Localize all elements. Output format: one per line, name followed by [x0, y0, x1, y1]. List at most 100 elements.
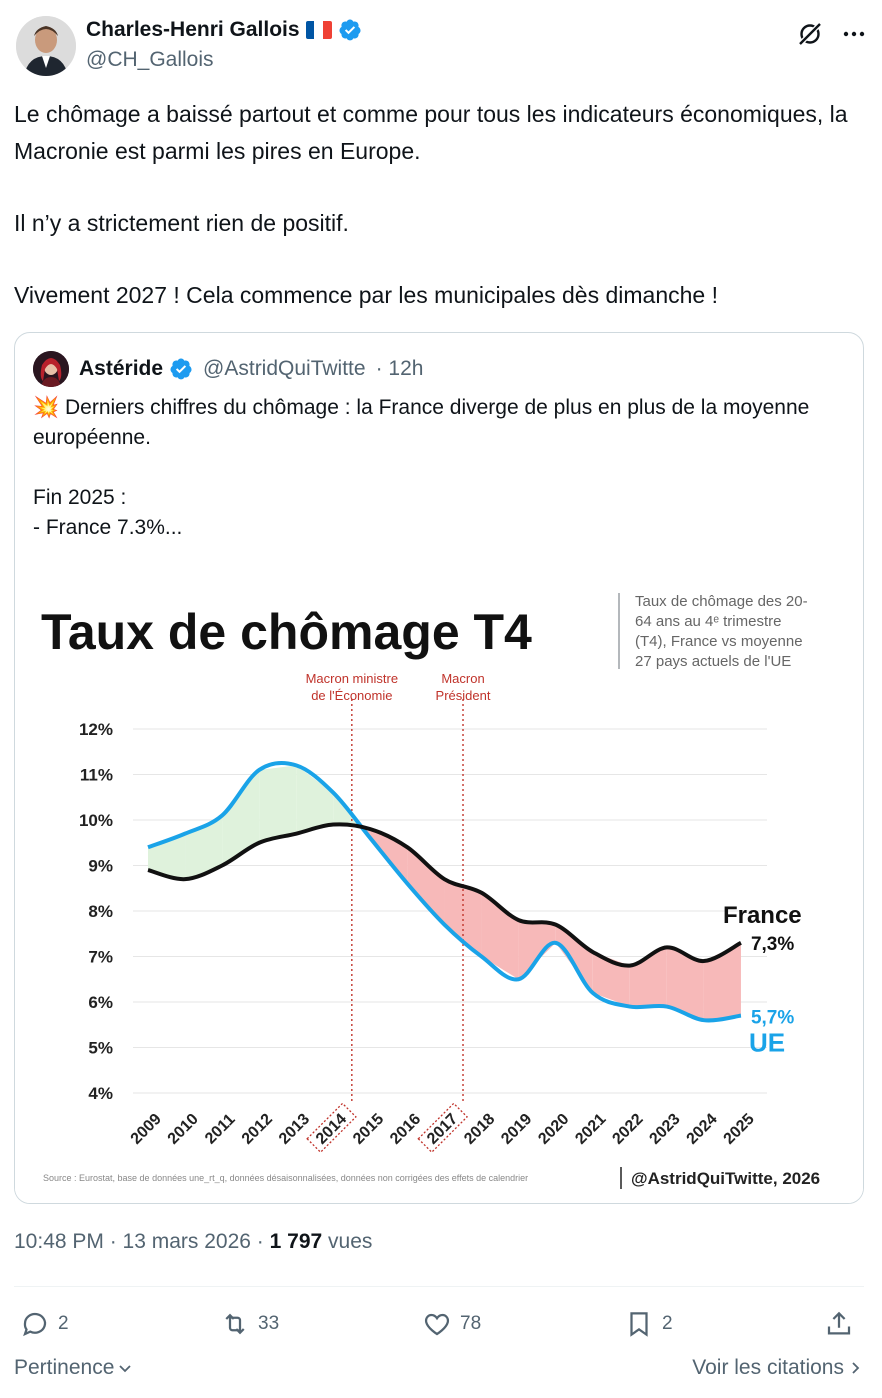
- reply-button[interactable]: 2: [20, 1304, 69, 1344]
- chart-title: Taux de chômage T4: [41, 604, 532, 660]
- x-tick: 2013: [276, 1111, 313, 1148]
- x-tick: 2020: [535, 1111, 572, 1148]
- quote-author-handle[interactable]: @AstridQuiTwitte: [203, 357, 366, 380]
- x-tick-highlight: [417, 1102, 469, 1154]
- gap-fill: [555, 924, 593, 993]
- divider: [14, 1286, 864, 1287]
- x-tick-label: 2025: [721, 1111, 758, 1148]
- repost-icon: [225, 1313, 245, 1335]
- bookmark-count: 2: [662, 1313, 673, 1334]
- gap-fill: [407, 847, 445, 925]
- annotation-label: de l'Économie: [311, 688, 392, 703]
- chart-subtitle-line: 27 pays actuels de l'UE: [635, 653, 791, 670]
- views-count: 1 797: [269, 1230, 323, 1253]
- repost-button[interactable]: 33: [220, 1304, 279, 1344]
- quote-text-line: 💥 Derniers chiffres du chômage : la Fran…: [33, 396, 810, 449]
- x-tick: 2025: [721, 1111, 758, 1148]
- series-end-value-ue: 5,7%: [751, 1008, 794, 1029]
- unemployment-chart[interactable]: Taux de chômage T4 Taux de chômage des 20…: [15, 571, 863, 1203]
- chart-source: Source : Eurostat, base de données une_r…: [43, 1173, 528, 1183]
- replies-footer: Pertinence Voir les citations: [14, 1356, 864, 1386]
- quote-author-name[interactable]: Astéride: [79, 357, 164, 380]
- x-tick: 2009: [128, 1111, 165, 1148]
- quote-author-avatar[interactable]: [33, 351, 69, 387]
- x-tick-label: 2012: [239, 1111, 276, 1148]
- author-avatar[interactable]: [16, 16, 76, 76]
- x-tick-label: 2010: [165, 1111, 202, 1148]
- reply-icon: [23, 1312, 47, 1337]
- sort-dropdown[interactable]: Pertinence: [14, 1356, 134, 1380]
- repost-count: 33: [258, 1313, 280, 1334]
- gap-fill: [296, 765, 334, 834]
- quote-text-line: - France 7.3%...: [33, 516, 183, 539]
- x-tick-label: 2014: [313, 1111, 350, 1148]
- y-tick-label: 9%: [88, 857, 113, 876]
- quote-timestamp[interactable]: · 12h: [375, 357, 424, 380]
- verified-badge-icon: [170, 358, 192, 380]
- x-tick: 2021: [572, 1111, 609, 1148]
- heart-icon: [424, 1313, 450, 1336]
- views-label: vues: [322, 1230, 373, 1253]
- series-end-value-france: 7,3%: [751, 934, 794, 955]
- x-tick: 2014: [306, 1102, 357, 1154]
- x-tick: 2016: [387, 1111, 424, 1148]
- sort-label: Pertinence: [14, 1356, 115, 1379]
- annotation-label: Président: [436, 688, 491, 703]
- view-quotes-link[interactable]: Voir les citations: [692, 1356, 864, 1380]
- tweet-text: Le chômage a baissé partout et comme pou…: [14, 96, 864, 314]
- series-name-france: France: [723, 902, 802, 929]
- chart-subtitle-line: Taux de chômage des 20-: [635, 593, 808, 610]
- share-button[interactable]: [824, 1304, 854, 1344]
- x-tick: 2019: [498, 1111, 535, 1148]
- series-name-ue: UE: [749, 1028, 785, 1058]
- reply-count: 2: [58, 1313, 69, 1334]
- x-tick: 2022: [609, 1111, 646, 1148]
- x-tick-highlight: [306, 1102, 357, 1154]
- share-icon: [827, 1311, 851, 1335]
- more-icon[interactable]: [840, 20, 868, 48]
- y-tick-label: 8%: [88, 902, 113, 921]
- quoted-tweet[interactable]: Astéride @AstridQuiTwitte · 12h 💥 Dernie…: [14, 332, 864, 1204]
- quote-text-line: Fin 2025 :: [33, 486, 127, 509]
- action-bar: 2 33 78 2: [14, 1304, 864, 1344]
- like-count: 78: [460, 1313, 482, 1334]
- y-tick-label: 6%: [88, 993, 113, 1012]
- x-tick-label: 2023: [646, 1111, 683, 1148]
- view-quotes-label: Voir les citations: [692, 1356, 844, 1379]
- author-handle[interactable]: @CH_Gallois: [86, 48, 214, 71]
- bookmark-icon: [630, 1312, 648, 1337]
- france-flag-icon: [305, 21, 332, 39]
- x-tick-label: 2021: [572, 1111, 609, 1148]
- tweet-timestamp[interactable]: 10:48 PM · 13 mars 2026 ·: [14, 1230, 270, 1253]
- verified-badge-icon: [339, 19, 361, 41]
- gap-fill: [666, 947, 704, 1021]
- x-tick: 2017: [417, 1102, 469, 1154]
- x-tick-label: 2017: [424, 1111, 461, 1148]
- chevron-down-icon: [119, 1365, 132, 1373]
- x-tick-label: 2022: [609, 1111, 646, 1148]
- y-tick-label: 7%: [88, 948, 113, 967]
- annotation-label: Macron: [441, 671, 484, 686]
- series-line-ue: [147, 760, 742, 1023]
- chart-credit: @AstridQuiTwitte, 2026: [631, 1169, 820, 1188]
- tweet-meta: 10:48 PM · 13 mars 2026 · 1 797 vues: [14, 1230, 372, 1254]
- series-line-france: [147, 822, 742, 968]
- x-tick-label: 2011: [202, 1111, 239, 1148]
- x-tick-label: 2009: [128, 1111, 165, 1148]
- gap-fill: [444, 879, 482, 957]
- x-tick: 2011: [202, 1111, 239, 1148]
- gap-fill: [259, 765, 297, 843]
- grok-icon[interactable]: [796, 20, 824, 48]
- chart-subtitle-line: 64 ans au 4ᵉ trimestre: [635, 613, 781, 630]
- author-name[interactable]: Charles-Henri Gallois: [86, 18, 300, 41]
- x-tick-label: 2024: [684, 1111, 721, 1148]
- tweet-header: Charles-Henri Gallois @CH_Gallois: [14, 14, 868, 78]
- like-button[interactable]: 78: [422, 1304, 481, 1344]
- bookmark-button[interactable]: 2: [624, 1304, 673, 1344]
- gap-fill: [703, 942, 741, 1021]
- x-tick-label: 2013: [276, 1111, 313, 1148]
- x-tick: 2010: [165, 1111, 202, 1148]
- y-tick-label: 11%: [80, 766, 113, 785]
- y-tick-label: 5%: [88, 1039, 113, 1058]
- x-tick: 2023: [646, 1111, 683, 1148]
